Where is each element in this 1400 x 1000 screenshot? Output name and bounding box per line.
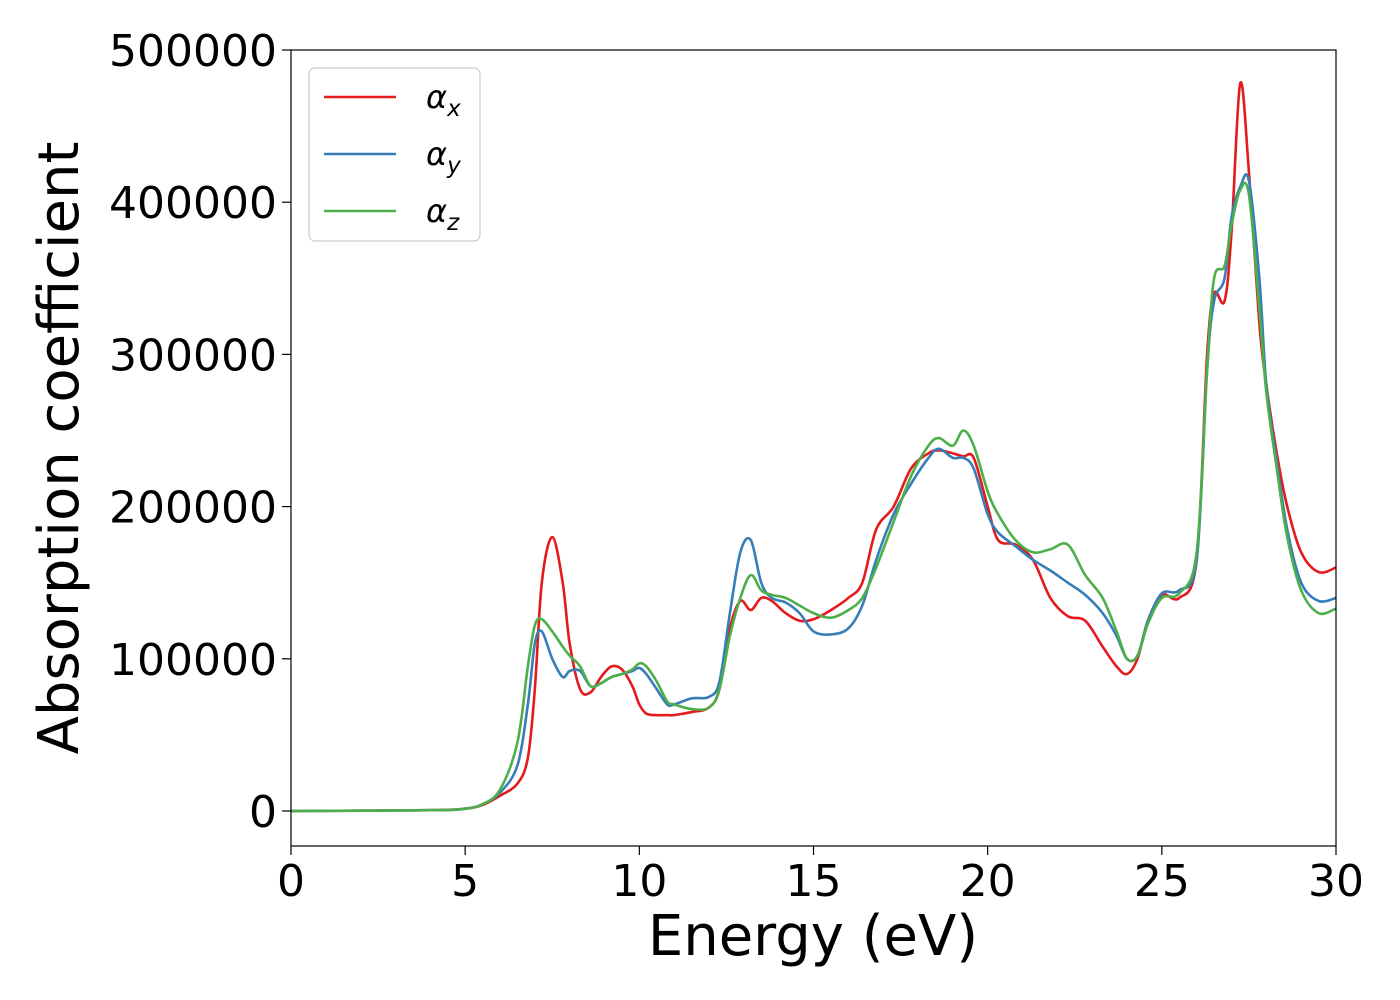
y-tick-label: 100000: [109, 635, 277, 686]
y-tick-label: 0: [249, 787, 277, 838]
y-axis-label: Absorption coefficient: [27, 142, 92, 755]
x-tick-label: 10: [611, 856, 667, 907]
y-axis: 0 100000 200000 300000 400000 500000: [109, 26, 291, 838]
y-tick-label: 500000: [109, 26, 277, 77]
y-tick-label: 200000: [109, 483, 277, 534]
legend-label-y: αy: [426, 135, 461, 179]
x-tick-label: 15: [786, 856, 842, 907]
x-tick-label: 30: [1308, 856, 1364, 907]
plot-area: [291, 81, 1336, 813]
plot-frame: [290, 49, 1337, 847]
series-line-z: [291, 181, 1336, 813]
x-tick-label: 20: [960, 856, 1016, 907]
x-tick-label: 5: [451, 856, 479, 907]
series-line-y: [291, 173, 1336, 813]
legend: αx αy αz: [308, 67, 481, 242]
x-axis: 0 5 10 15 20 25 30: [277, 846, 1364, 907]
y-tick-label: 400000: [109, 178, 277, 229]
y-tick-label: 300000: [109, 330, 277, 381]
x-axis-label: Energy (eV): [648, 904, 978, 969]
legend-label-x: αx: [426, 78, 461, 122]
series-line-x: [291, 81, 1336, 813]
x-tick-label: 25: [1134, 856, 1190, 907]
legend-label-z: αz: [426, 192, 460, 236]
x-tick-label: 0: [277, 856, 305, 907]
